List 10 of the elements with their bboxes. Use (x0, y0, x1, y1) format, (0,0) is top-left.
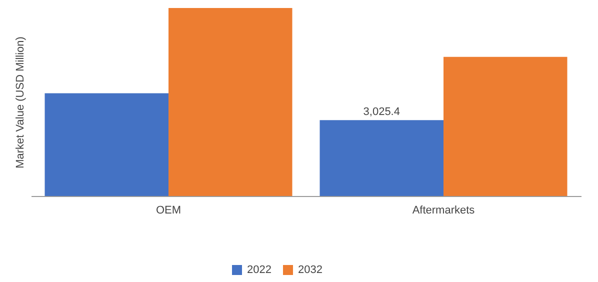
legend-label: 2032 (298, 264, 322, 276)
x-tick-label: Aftermarkets (412, 204, 476, 216)
bar (444, 56, 568, 196)
y-axis-title: Market Value (USD Million) (14, 36, 26, 168)
bar (320, 120, 444, 196)
data-label: 3,025.4 (363, 106, 400, 118)
legend-label: 2022 (247, 264, 272, 276)
bar (44, 93, 168, 196)
bar (168, 8, 292, 196)
x-tick-label: OEM (156, 204, 182, 216)
